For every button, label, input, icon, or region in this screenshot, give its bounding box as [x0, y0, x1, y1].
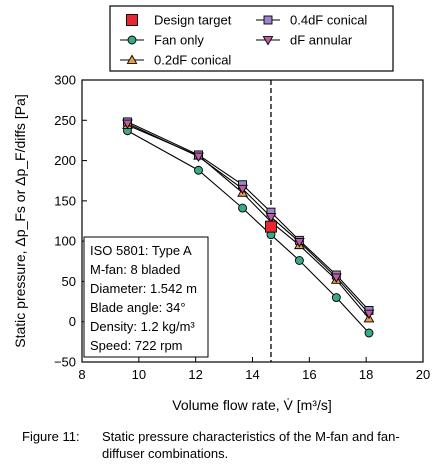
info-line: Speed: 722 rpm [90, 338, 183, 353]
data-point [331, 293, 341, 302]
y-tick-label: 0 [69, 314, 76, 329]
y-tick-label: 200 [54, 153, 76, 168]
x-tick-label: 12 [188, 367, 202, 382]
legend-marker [126, 14, 138, 26]
legend-frame [109, 5, 394, 72]
data-point [294, 256, 304, 265]
legend-marker [127, 35, 137, 45]
data-point [294, 238, 305, 248]
y-tick-label: −50 [54, 355, 76, 370]
y-tick-label: 50 [62, 274, 76, 289]
data-point [364, 328, 374, 338]
caption-text: Static pressure characteristics of the M… [102, 429, 400, 461]
data-point [193, 152, 204, 163]
data-point [363, 309, 375, 320]
legend-marker [263, 15, 273, 25]
data-point [265, 213, 277, 223]
y-tick-label: 150 [54, 193, 76, 208]
x-tick-label: 20 [416, 367, 430, 382]
legend-label: dF annular [290, 33, 353, 48]
y-tick-label: 250 [54, 113, 76, 128]
data-point [330, 273, 342, 283]
info-line: Diameter: 1.542 m [90, 281, 197, 296]
legend-label: 0.2dF conical [154, 53, 231, 68]
x-tick-label: 16 [302, 367, 316, 382]
data-point [194, 165, 203, 175]
x-tick-label: 14 [245, 367, 259, 382]
legend-label: 0.4dF conical [290, 13, 367, 28]
y-axis-title: Static pressure, Δp_Fs or Δp_F/diffs [Pa… [12, 94, 28, 347]
data-point [122, 119, 133, 130]
chart: Design target 0.4dF conical Fan only dF ann… [12, 5, 430, 413]
x-tick-label: 10 [132, 367, 146, 382]
info-line: Blade angle: 34° [90, 300, 186, 315]
info-line: ISO 5801: Type A [90, 243, 192, 258]
x-tick-label: 18 [359, 367, 373, 382]
info-line: Density: 1.2 kg/m³ [90, 319, 195, 334]
legend-label: Design target [154, 13, 232, 28]
info-box: ISO 5801: Type A M-fan: 8 bladed Diameter:… [83, 236, 209, 358]
legend-marker [262, 36, 274, 46]
info-box-frame [83, 236, 209, 358]
legend-marker [126, 54, 138, 64]
legend: Design target 0.4dF conical Fan only dF ann… [109, 5, 394, 72]
data-point [237, 184, 248, 195]
legend-label: Fan only [154, 33, 204, 48]
y-tick-label: 100 [54, 234, 76, 249]
info-line: M-fan: 8 bladed [90, 262, 180, 277]
design-target-point [265, 220, 277, 233]
caption-label: Figure 11: [22, 429, 80, 444]
x-tick-label: 8 [78, 367, 85, 382]
data-point [238, 203, 248, 213]
x-axis-title: Volume flow rate, V̇ [m³/s] [172, 397, 332, 413]
y-tick-label: 300 [54, 73, 76, 88]
